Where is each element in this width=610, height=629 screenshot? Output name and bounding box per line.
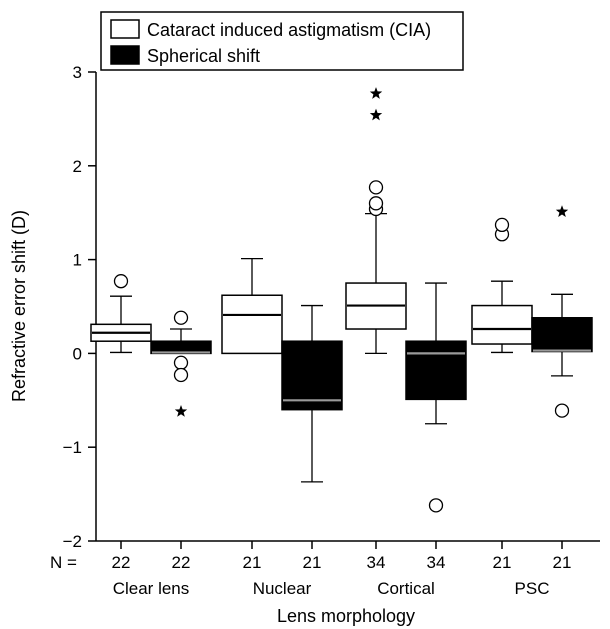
legend-box bbox=[100, 11, 464, 71]
n-label: 22 bbox=[172, 553, 191, 572]
outlier-point bbox=[113, 274, 129, 289]
y-tick-label: 2 bbox=[73, 157, 82, 176]
n-label: 21 bbox=[493, 553, 512, 572]
box-spherical bbox=[531, 205, 593, 418]
outlier-point bbox=[554, 403, 570, 418]
x-tick-label: PSC bbox=[515, 579, 550, 598]
box-spherical bbox=[281, 304, 343, 483]
x-tick-label: Nuclear bbox=[253, 579, 312, 598]
extreme-point bbox=[369, 87, 383, 99]
n-label: 21 bbox=[553, 553, 572, 572]
outlier-point bbox=[368, 180, 384, 195]
x-tick-label: Cortical bbox=[377, 579, 435, 598]
outlier-point bbox=[173, 355, 189, 370]
box-cia bbox=[345, 87, 407, 355]
n-label: 34 bbox=[367, 553, 386, 572]
extreme-point bbox=[555, 205, 569, 218]
x-tick-label: Clear lens bbox=[113, 579, 190, 598]
legend: Cataract induced astigmatism (CIA) Spheri… bbox=[100, 11, 464, 71]
outlier-point bbox=[428, 498, 444, 513]
box-iqr bbox=[471, 304, 533, 345]
outlier-point bbox=[494, 217, 510, 233]
extreme-point bbox=[369, 108, 383, 121]
outlier-point bbox=[173, 310, 189, 325]
n-label: 21 bbox=[303, 553, 322, 572]
n-row-label: N = bbox=[50, 553, 77, 572]
axis-labels: Refractive error shift (D) Lens morpholo… bbox=[9, 210, 415, 626]
legend-label: Spherical shift bbox=[147, 46, 260, 66]
n-label: 34 bbox=[427, 553, 446, 572]
y-tick-label: −1 bbox=[63, 438, 82, 457]
box-iqr bbox=[531, 317, 593, 353]
outlier-point bbox=[173, 367, 189, 383]
y-tick-label: 0 bbox=[73, 344, 82, 363]
box-cia bbox=[221, 258, 283, 355]
y-tick-label: −2 bbox=[63, 532, 82, 551]
box-iqr bbox=[221, 294, 283, 355]
n-label: 22 bbox=[112, 553, 131, 572]
box-iqr bbox=[405, 340, 467, 401]
axes: −2 −1 0 1 2 3 Clear lens 22 22 Nuclear 21 21 Cortica… bbox=[63, 63, 600, 598]
legend-swatch bbox=[110, 19, 140, 39]
box-iqr bbox=[281, 340, 343, 411]
y-tick-label: 1 bbox=[73, 251, 82, 270]
box-spherical bbox=[405, 282, 467, 513]
n-label: 21 bbox=[243, 553, 262, 572]
legend-swatch bbox=[110, 45, 140, 65]
box-cia bbox=[90, 274, 152, 354]
x-axis-label: Lens morphology bbox=[277, 606, 415, 626]
plot-area bbox=[90, 87, 593, 513]
y-tick-label: 3 bbox=[73, 63, 82, 82]
legend-label: Cataract induced astigmatism (CIA) bbox=[147, 20, 431, 40]
extreme-point bbox=[174, 405, 188, 417]
outlier-point bbox=[368, 196, 384, 211]
box-spherical bbox=[150, 310, 212, 417]
y-axis-label: Refractive error shift (D) bbox=[9, 210, 29, 402]
box-cia bbox=[471, 217, 533, 354]
